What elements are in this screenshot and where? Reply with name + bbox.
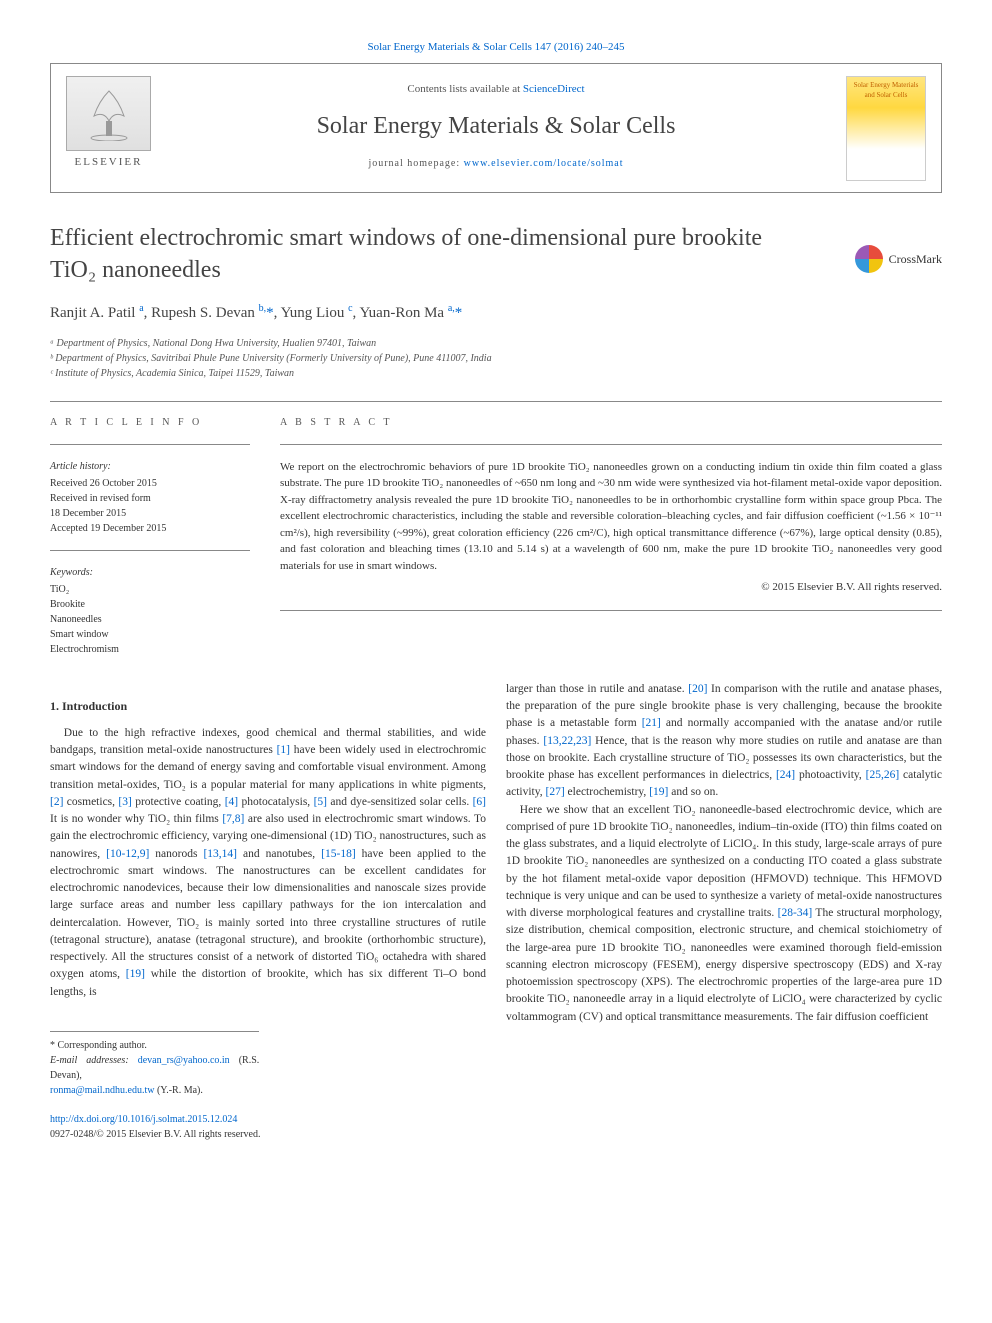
elsevier-label: ELSEVIER [66,155,151,170]
keyword-5: Electrochromism [50,642,250,657]
history-accepted: Accepted 19 December 2015 [50,521,250,536]
doi-block: http://dx.doi.org/10.1016/j.solmat.2015.… [50,1112,486,1142]
keyword-3: Nanoneedles [50,612,250,627]
authors-list: Ranjit A. Patil a, Rupesh S. Devan b,*, … [50,302,942,324]
abstract-copyright: © 2015 Elsevier B.V. All rights reserved… [280,580,942,595]
crossmark-icon [855,245,883,273]
corresponding-author-footer: * Corresponding author. E-mail addresses… [50,1031,259,1098]
homepage-line: journal homepage: www.elsevier.com/locat… [171,157,821,171]
abstract-text: We report on the electrochromic behavior… [280,459,942,575]
abstract-heading: A B S T R A C T [280,416,942,430]
elsevier-tree-icon [66,76,151,151]
body-columns: 1. Introduction Due to the high refracti… [50,681,942,1142]
history-revised-2: 18 December 2015 [50,506,250,521]
journal-cover-thumbnail: Solar Energy Materials and Solar Cells [846,76,926,181]
body-col-left: 1. Introduction Due to the high refracti… [50,681,486,1142]
col2-para-2: Here we show that an excellent TiO₂ nano… [506,802,942,1026]
col2-para-1: larger than those in rutile and anatase.… [506,681,942,802]
article-info-sidebar: A R T I C L E I N F O Article history: R… [50,416,250,657]
journal-citation[interactable]: Solar Energy Materials & Solar Cells 147… [50,40,942,55]
article-info-heading: A R T I C L E I N F O [50,416,250,430]
history-received: Received 26 October 2015 [50,476,250,491]
article-title: Efficient electrochromic smart windows o… [50,223,942,285]
corr-label: * Corresponding author. [50,1038,259,1053]
email-line: E-mail addresses: devan_rs@yahoo.co.in (… [50,1053,259,1083]
intro-heading: 1. Introduction [50,697,486,715]
doi-link[interactable]: http://dx.doi.org/10.1016/j.solmat.2015.… [50,1114,237,1125]
sciencedirect-link[interactable]: ScienceDirect [523,83,585,95]
affiliation-c: ᶜ Institute of Physics, Academia Sinica,… [50,366,942,381]
homepage-link[interactable]: www.elsevier.com/locate/solmat [464,158,624,169]
abstract-column: A B S T R A C T We report on the electro… [280,416,942,657]
keyword-1: TiO₂ [50,582,250,597]
contents-line: Contents lists available at ScienceDirec… [171,82,821,97]
crossmark-badge[interactable]: CrossMark [855,245,942,273]
crossmark-label: CrossMark [889,251,942,268]
issn-line: 0927-0248/© 2015 Elsevier B.V. All right… [50,1127,486,1142]
history-label: Article history: [50,459,250,474]
email-2[interactable]: ronma@mail.ndhu.edu.tw [50,1085,154,1096]
elsevier-logo: ELSEVIER [66,76,151,176]
journal-title: Solar Energy Materials & Solar Cells [171,110,821,144]
history-revised-1: Received in revised form [50,491,250,506]
body-col-right: larger than those in rutile and anatase.… [506,681,942,1142]
keyword-4: Smart window [50,627,250,642]
keywords-label: Keywords: [50,565,250,580]
affiliations: ᵃ Department of Physics, National Dong H… [50,336,942,381]
keyword-2: Brookite [50,597,250,612]
affiliation-b: ᵇ Department of Physics, Savitribai Phul… [50,351,942,366]
email-1[interactable]: devan_rs@yahoo.co.in [138,1055,230,1066]
journal-header: ELSEVIER Contents lists available at Sci… [50,63,942,193]
divider [50,401,942,402]
affiliation-a: ᵃ Department of Physics, National Dong H… [50,336,942,351]
intro-para-1: Due to the high refractive indexes, good… [50,725,486,1001]
